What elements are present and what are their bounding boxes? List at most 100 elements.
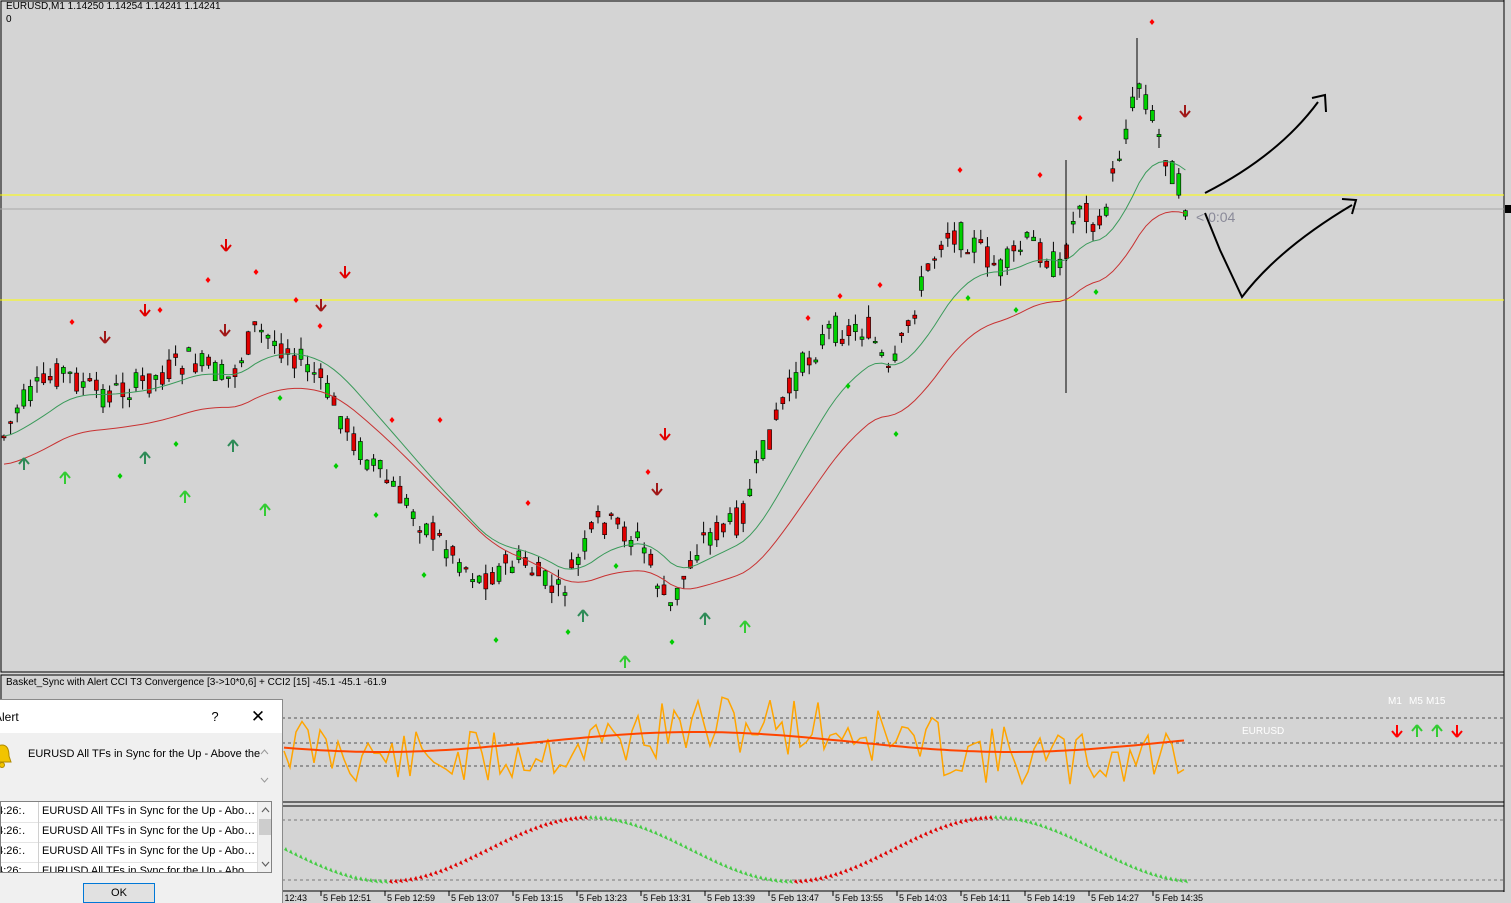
candle [1024, 232, 1030, 238]
signal-down-icon [469, 855, 473, 861]
candle [701, 532, 706, 536]
arrow-up-icon [259, 503, 271, 516]
signal-down-icon [854, 864, 858, 870]
candle [681, 575, 687, 580]
arrow-down-icon [220, 239, 232, 252]
arrow-up-icon [18, 457, 30, 470]
message-scrollbar[interactable] [258, 740, 271, 790]
candle [265, 334, 271, 339]
candle [952, 230, 957, 245]
dialog-titlebar[interactable]: Alert ? ✕ [0, 700, 282, 733]
indicator-label: Basket_Sync with Alert CCI T3 Convergenc… [6, 677, 387, 688]
candle [87, 378, 93, 382]
candle [641, 547, 647, 554]
drawn-arrow-annotation [1204, 93, 1327, 194]
candle [1136, 83, 1142, 89]
candle [457, 562, 462, 573]
signal-up-icon [309, 859, 313, 865]
candle [463, 567, 469, 570]
signal-down-icon [874, 855, 878, 861]
buy-signal-icon [1013, 307, 1019, 313]
candle [153, 375, 159, 380]
candle [305, 364, 310, 373]
time-axis-label: 5 Feb 14:11 [963, 893, 1011, 903]
candle [1097, 215, 1102, 226]
candle [1011, 245, 1017, 252]
candle [998, 259, 1003, 277]
candle [107, 390, 112, 403]
signal-down-icon [849, 866, 853, 872]
signal-up-icon [594, 815, 598, 821]
alert-list[interactable]: 14:26:… EURUSD All TFs in Sync for the U… [0, 801, 272, 873]
candle [1110, 168, 1116, 174]
time-axis-label: 5 Feb 14:35 [1155, 893, 1204, 903]
candle [905, 320, 911, 326]
signal-up-icon [344, 872, 348, 878]
signal-down-icon [414, 875, 418, 881]
candle [615, 517, 621, 525]
candle [760, 440, 766, 459]
signal-up-icon [789, 878, 793, 884]
signal-down-icon [574, 815, 578, 821]
signal-down-icon [904, 840, 908, 846]
ok-button[interactable]: OK [83, 883, 155, 903]
signal-up-icon [749, 872, 753, 878]
scrollbar-thumb[interactable] [259, 819, 271, 835]
signal-up-icon [699, 852, 703, 858]
signal-up-icon [679, 842, 683, 848]
signal-up-icon [624, 819, 628, 825]
candle [212, 362, 218, 382]
signal-down-icon [404, 877, 408, 883]
list-item[interactable]: 14:26:… EURUSD All TFs in Sync for the U… [1, 842, 259, 862]
candle [272, 340, 277, 347]
alert-dialog[interactable]: Alert ? ✕ EURUSD All TFs in Sync for the… [0, 699, 283, 903]
buy-signal-icon [613, 563, 619, 569]
help-button[interactable]: ? [211, 709, 219, 724]
signal-up-icon [289, 849, 293, 855]
candle [391, 480, 396, 487]
signal-up-icon [674, 839, 678, 845]
candle [417, 530, 423, 533]
signal-up-icon [1074, 837, 1078, 843]
signal-down-icon [814, 876, 818, 882]
list-item[interactable]: 14:26:… EURUSD All TFs in Sync for the U… [1, 862, 259, 873]
close-button[interactable]: ✕ [250, 707, 266, 726]
signal-down-icon [839, 870, 843, 876]
list-item[interactable]: 14:26:… EURUSD All TFs in Sync for the U… [1, 802, 259, 822]
cci-line-fast [283, 696, 1185, 786]
signal-up-icon [649, 828, 653, 834]
candle [1070, 221, 1076, 225]
signal-up-icon [714, 859, 718, 865]
signal-up-icon [689, 847, 693, 853]
candle [556, 579, 561, 585]
signal-up-icon [774, 878, 778, 884]
candle [516, 550, 522, 560]
candle [773, 409, 779, 420]
signal-up-icon [1144, 869, 1148, 875]
candle [94, 379, 99, 391]
signal-down-icon [969, 817, 973, 823]
signal-down-icon [934, 827, 938, 833]
buy-signal-icon [333, 463, 339, 469]
candle [292, 355, 297, 369]
arrow-down-icon [659, 428, 671, 441]
candle [971, 237, 977, 253]
list-item[interactable]: 14:26:… EURUSD All TFs in Sync for the U… [1, 822, 259, 842]
list-scrollbar[interactable] [257, 802, 271, 872]
candle [806, 357, 812, 366]
candle [166, 359, 172, 380]
sell-signal-icon [293, 297, 299, 303]
candle [364, 459, 370, 470]
candle [443, 549, 449, 559]
candle [826, 324, 832, 329]
signal-up-icon [769, 877, 773, 883]
signal-up-icon [1164, 875, 1168, 881]
main-pane-border [0, 0, 1505, 673]
candle [1051, 251, 1056, 277]
candle [569, 559, 574, 569]
alert-text: EURUSD All TFs in Sync for the Up - Abo… [42, 805, 256, 817]
alert-time: 14:26:… [1, 865, 25, 873]
buy-signal-icon [965, 295, 971, 301]
